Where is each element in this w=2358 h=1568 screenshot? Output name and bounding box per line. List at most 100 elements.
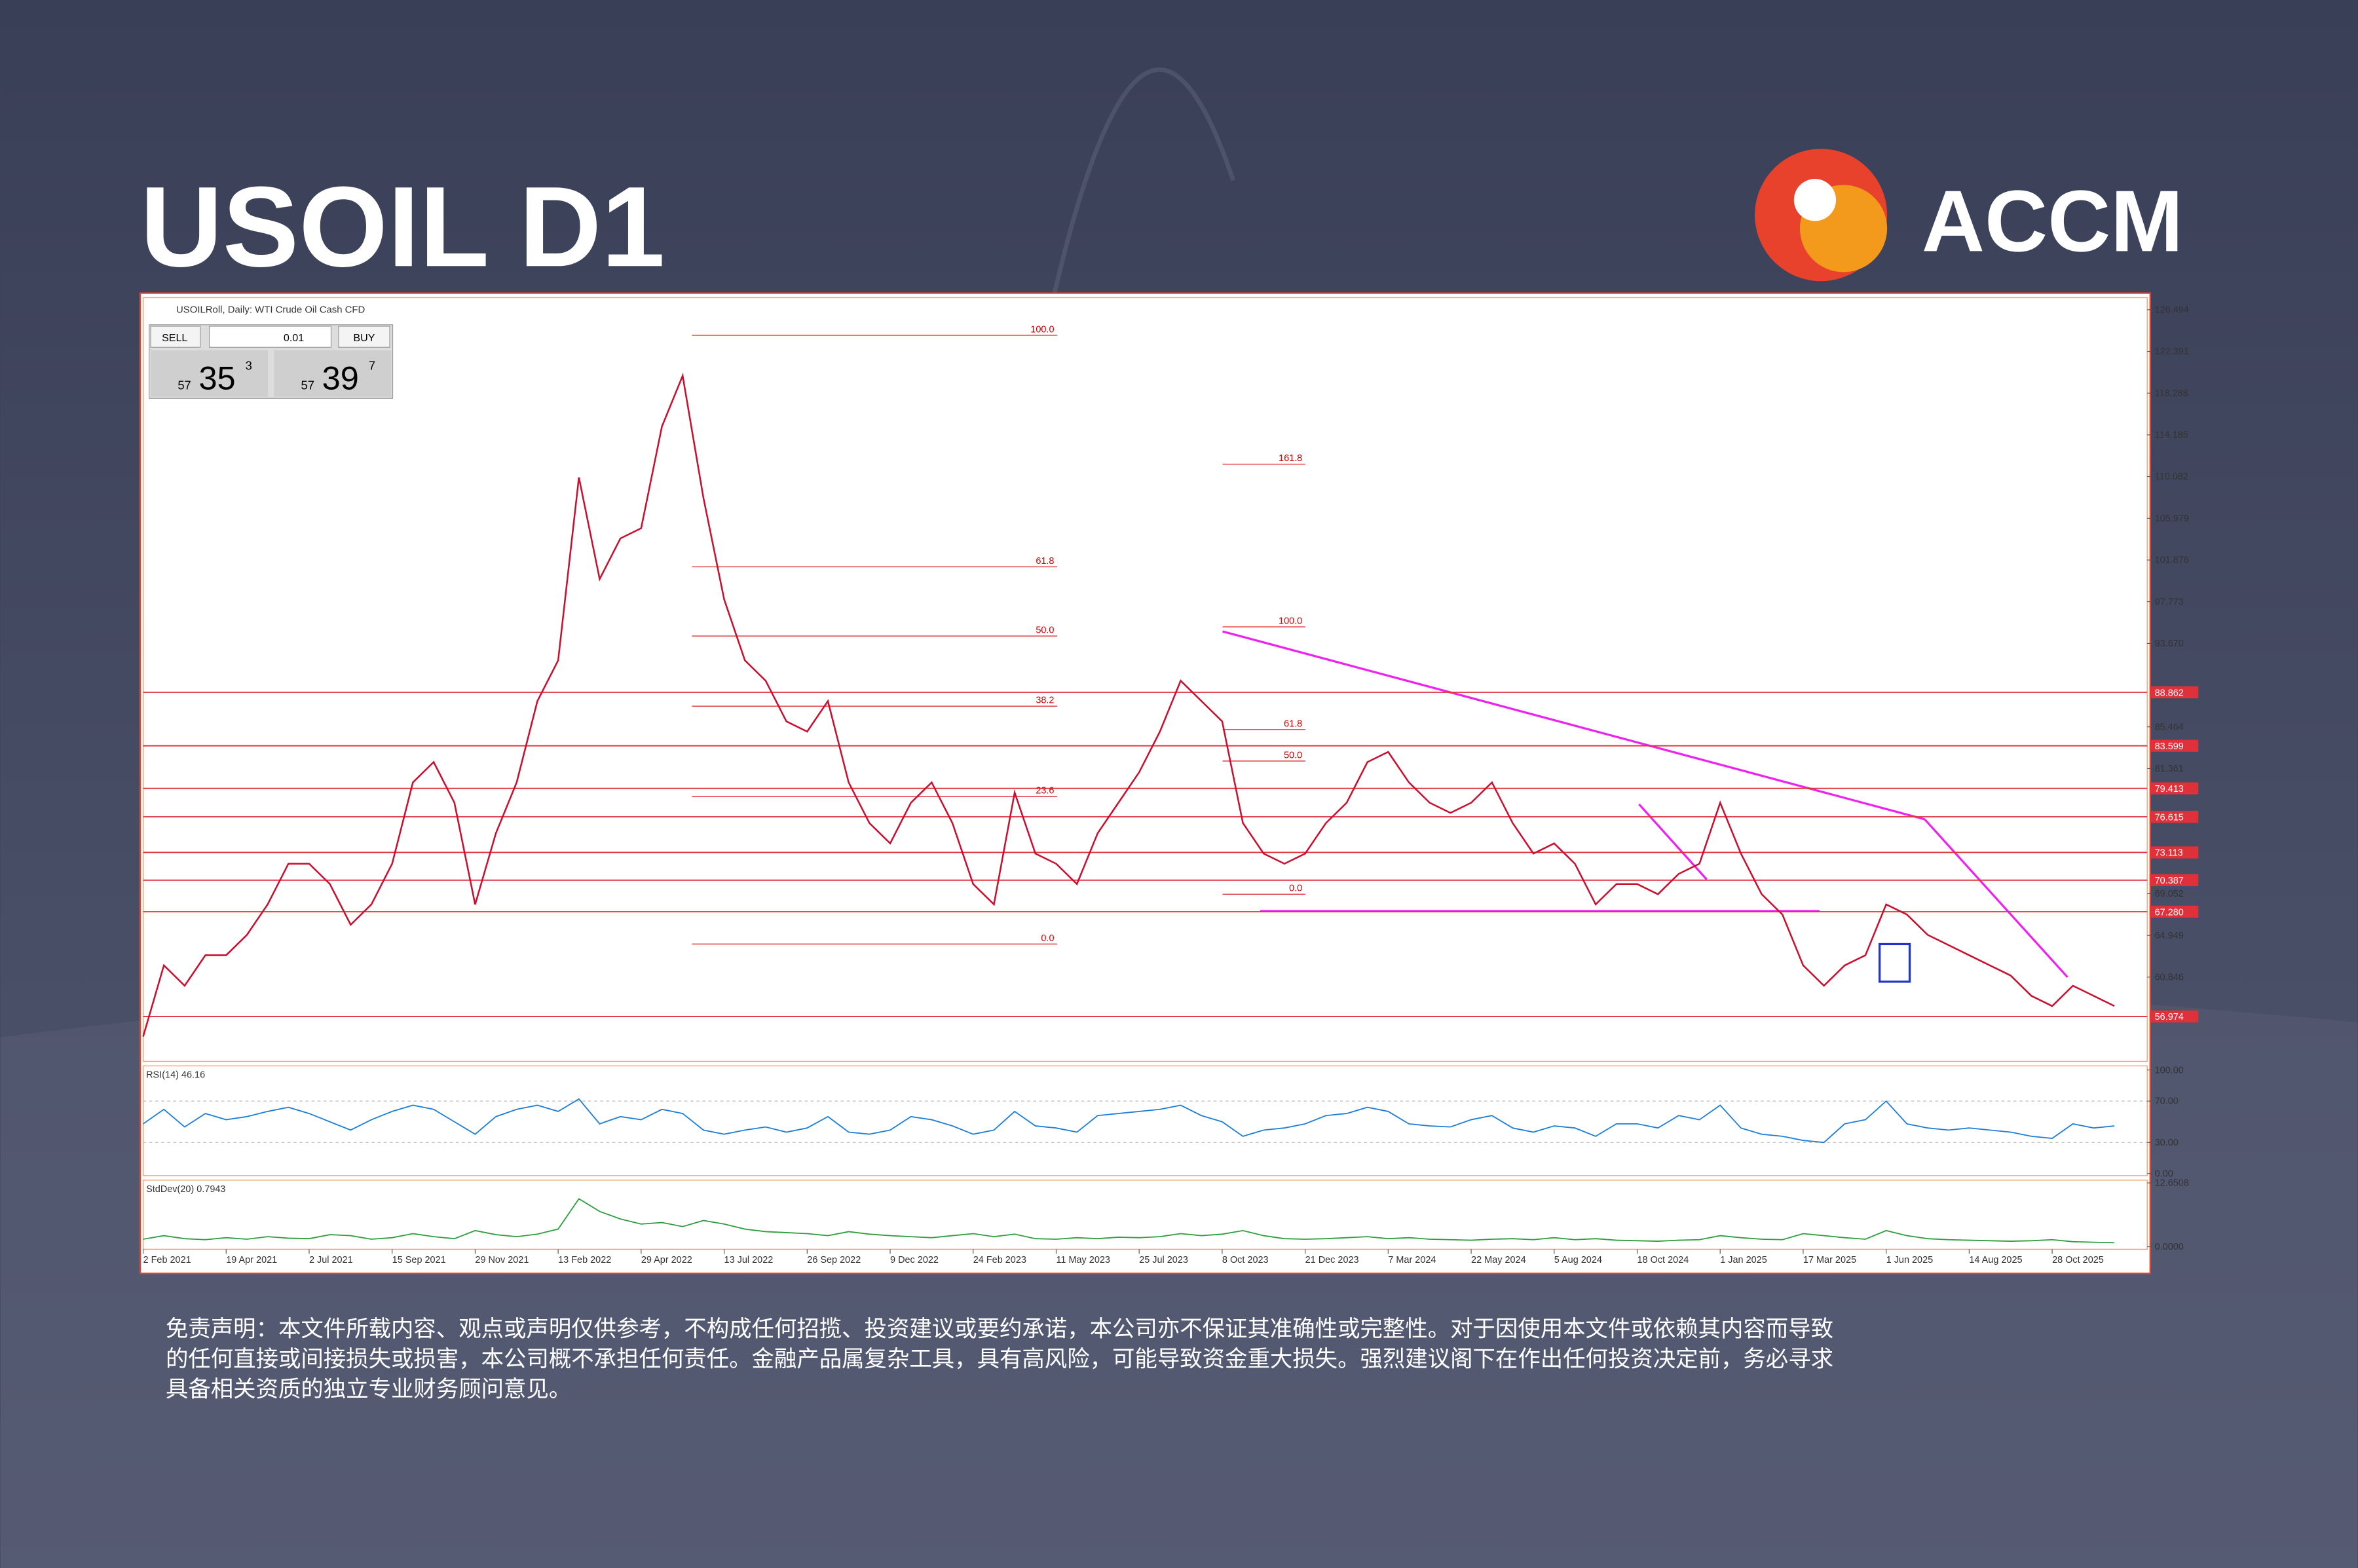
buy-button[interactable] (338, 326, 390, 348)
level-tag (2150, 846, 2199, 859)
y-tick-label: 60.846 (2155, 972, 2184, 982)
y-tick-label: 30.00 (2155, 1138, 2179, 1148)
y-tick-label: 70.00 (2155, 1096, 2179, 1107)
fib-label: 61.8 (1036, 556, 1054, 567)
x-tick-label: 29 Apr 2022 (641, 1255, 692, 1265)
fib-label: 50.0 (1036, 625, 1054, 635)
buy-label: BUY (353, 332, 375, 344)
disclaimer-line: 的任何直接或间接损失或损害，本公司概不承担任何责任。金融产品属复杂工具，具有高风… (166, 1347, 1833, 1372)
logo (1755, 149, 1888, 282)
y-tick-label: 12.6508 (2155, 1178, 2189, 1189)
x-tick-label: 13 Jul 2022 (724, 1255, 774, 1265)
level-label: 76.615 (2155, 812, 2184, 823)
level-label: 70.387 (2155, 876, 2184, 886)
x-tick-label: 13 Feb 2022 (558, 1255, 611, 1265)
level-tag (2150, 874, 2199, 886)
fib-label: 61.8 (1284, 719, 1302, 729)
fib-label: 100.0 (1030, 324, 1054, 335)
y-tick-label: 101.876 (2155, 555, 2189, 566)
x-tick-label: 29 Nov 2021 (475, 1255, 529, 1265)
series-line (143, 1198, 2115, 1244)
x-tick-label: 2 Feb 2021 (143, 1255, 191, 1265)
y-tick-label: 114.185 (2155, 430, 2188, 441)
y-tick-label: 85.464 (2155, 722, 2184, 732)
x-tick-label: 9 Dec 2022 (890, 1255, 939, 1265)
bid-box[interactable] (151, 350, 269, 397)
bid-main: 35 (198, 359, 235, 396)
y-tick-label: 110.082 (2155, 472, 2188, 482)
decor (1050, 67, 1235, 301)
disclaimer-line: 免责声明：本文件所载内容、观点或声明仅供参考，不构成任何招揽、投资建议或要约承诺… (166, 1317, 1833, 1342)
level-label: 79.413 (2155, 784, 2184, 794)
x-tick-label: 26 Sep 2022 (807, 1255, 861, 1265)
lot-input[interactable] (208, 326, 332, 348)
x-tick-label: 5 Aug 2024 (1554, 1255, 1602, 1265)
level-label: 73.113 (2155, 848, 2183, 859)
bid-small: 3 (246, 359, 252, 373)
ask-box[interactable] (274, 350, 392, 397)
chart-window (139, 292, 2151, 1275)
y-tick-label: 64.949 (2155, 931, 2184, 941)
x-tick-label: 1 Jun 2025 (1886, 1255, 1934, 1265)
level-tag (2150, 739, 2199, 752)
one-click-panel: SELL 0.01 BUY 57 35 3 57 39 7 (149, 324, 394, 399)
x-tick-label: 18 Oct 2024 (1637, 1255, 1689, 1265)
level-label: 88.862 (2155, 688, 2184, 698)
sell-button[interactable] (150, 326, 201, 348)
level-label: 83.599 (2155, 741, 2184, 752)
x-tick-label: 21 Dec 2023 (1305, 1255, 1359, 1265)
x-tick-label: 7 Mar 2024 (1388, 1255, 1436, 1265)
y-tick-label: 105.979 (2155, 513, 2189, 524)
level-tag (2150, 905, 2199, 918)
pane-title: StdDev(20) 0.7943 (146, 1184, 225, 1195)
fib-label: 50.0 (1284, 750, 1302, 760)
ask-small: 7 (369, 359, 375, 373)
pane-title: RSI(14) 46.16 (146, 1070, 205, 1081)
x-tick-label: 24 Feb 2023 (973, 1255, 1026, 1265)
fib-label: 38.2 (1036, 696, 1054, 706)
level-label: 56.974 (2155, 1012, 2184, 1022)
series-line (142, 373, 2115, 1037)
rsi-pane (142, 1065, 2148, 1176)
x-tick-label: 1 Jan 2025 (1720, 1255, 1767, 1265)
y-tick-label: 0.00 (2155, 1168, 2173, 1179)
level-tag (2150, 782, 2199, 794)
bid-big: 57 (178, 378, 191, 392)
y-tick-label: 0.0000 (2155, 1242, 2184, 1252)
fib-label: 161.8 (1279, 453, 1302, 464)
y-tick-label: 69.052 (2155, 889, 2184, 899)
fib-label: 100.0 (1279, 616, 1302, 626)
disclaimer-line: 具备相关资质的独立专业财务顾问意见。 (166, 1377, 571, 1402)
stddev-pane (142, 1180, 2148, 1250)
y-tick-label: 122.391 (2155, 346, 2189, 357)
fib-label: 0.0 (1289, 884, 1302, 894)
price-pane (142, 297, 2148, 1062)
fib-label: 23.6 (1036, 786, 1054, 796)
x-tick-label: 19 Apr 2021 (226, 1255, 277, 1265)
x-tick-label: 28 Oct 2025 (2052, 1255, 2104, 1265)
x-tick-label: 11 May 2023 (1056, 1255, 1110, 1265)
x-tick-label: 15 Sep 2021 (392, 1255, 446, 1265)
lot-value: 0.01 (284, 332, 304, 344)
y-tick-label: 118.288 (2155, 388, 2188, 399)
title: USOIL D1 (140, 162, 665, 290)
chart-caption: USOILRoll, Daily: WTI Crude Oil Cash CFD (176, 305, 365, 315)
level-label: 67.280 (2155, 907, 2184, 918)
x-tick-label: 14 Aug 2025 (1969, 1255, 2022, 1265)
x-tick-label: 2 Jul 2021 (309, 1255, 353, 1265)
y-tick-label: 93.670 (2155, 639, 2184, 649)
level-tag (2150, 686, 2199, 699)
x-tick-label: 8 Oct 2023 (1222, 1255, 1269, 1265)
y-tick-label: 126.494 (2155, 305, 2189, 315)
x-tick-label: 25 Jul 2023 (1139, 1255, 1188, 1265)
x-tick-label: 17 Mar 2025 (1803, 1255, 1856, 1265)
fib-label: 0.0 (1041, 933, 1054, 944)
ask-main: 39 (322, 359, 359, 396)
y-tick-label: 100.00 (2155, 1065, 2184, 1075)
sell-label: SELL (162, 332, 187, 344)
y-tick-label: 81.361 (2155, 764, 2184, 774)
level-tag (2150, 810, 2199, 823)
ask-big: 57 (301, 378, 314, 392)
y-tick-label: 97.773 (2155, 597, 2184, 607)
